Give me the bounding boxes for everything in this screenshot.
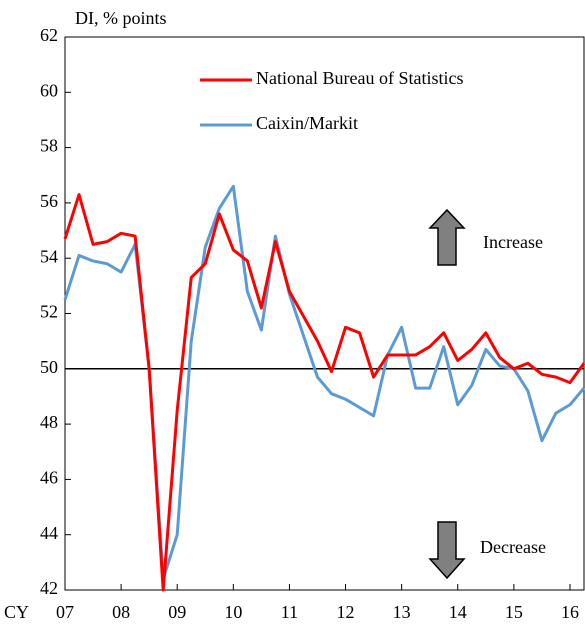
x-tick-label: 16 [561, 602, 579, 622]
x-tick-label: 08 [112, 602, 130, 622]
y-tick-label: 48 [40, 412, 58, 432]
y-tick-label: 50 [40, 357, 58, 377]
y-tick-label: 56 [40, 191, 58, 211]
x-tick-label: 07 [56, 602, 74, 622]
y-tick-label: 44 [40, 523, 58, 543]
y-tick-label: 52 [40, 302, 58, 322]
y-axis-label: DI, % points [75, 8, 167, 28]
decrease-arrow [428, 521, 466, 580]
x-tick-label: 12 [337, 602, 355, 622]
y-tick-label: 60 [40, 80, 58, 100]
x-tick-label: 14 [449, 602, 467, 622]
increase-arrow [428, 208, 466, 266]
legend-label: National Bureau of Statistics [256, 68, 463, 88]
y-tick-label: 42 [40, 578, 58, 598]
annotation: Decrease [480, 537, 546, 557]
series-line [63, 193, 585, 592]
y-tick-label: 54 [40, 246, 58, 266]
annotation: Increase [483, 232, 543, 252]
x-tick-label: 13 [393, 602, 411, 622]
y-tick-label: 62 [40, 25, 58, 45]
y-tick-label: 46 [40, 468, 58, 488]
legend-label: Caixin/Markit [256, 113, 358, 133]
x-axis-label: CY [4, 602, 29, 622]
x-tick-label: 10 [224, 602, 242, 622]
x-tick-label: 09 [168, 602, 186, 622]
x-tick-label: 11 [281, 602, 298, 622]
y-tick-label: 58 [40, 136, 58, 156]
x-tick-label: 15 [505, 602, 523, 622]
